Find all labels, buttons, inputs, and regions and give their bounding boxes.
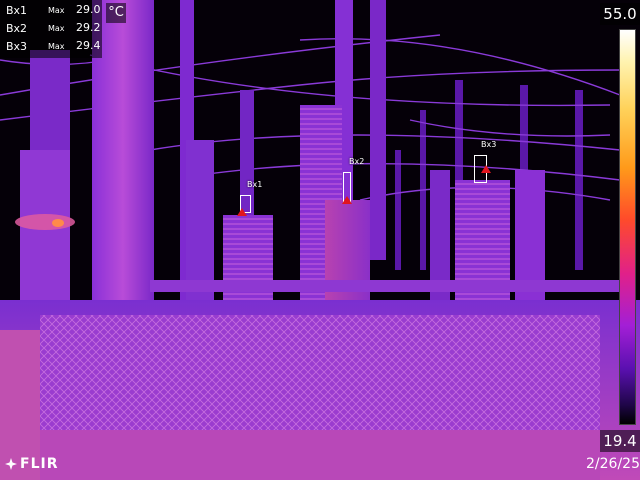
hot-spot-triangle-icon — [342, 196, 352, 204]
flir-flame-icon — [5, 458, 17, 470]
brand-text: FLIR — [20, 456, 59, 472]
readout-label: Bx1 — [6, 4, 28, 17]
readout-label: Bx2 — [6, 22, 28, 35]
readout-max-label: Max — [48, 24, 65, 33]
scale-min: 19.4 — [600, 430, 640, 452]
readout-row-bx2: Bx2 Max 29.2 — [0, 20, 102, 38]
readout-row-bx1: Bx1 Max 29.0 — [0, 2, 102, 20]
temperature-unit: °C — [106, 3, 126, 23]
readout-label: Bx3 — [6, 40, 28, 53]
hot-spot-triangle-icon — [481, 165, 491, 173]
color-scale-bar — [619, 29, 636, 425]
scale-max: 55.0 — [600, 3, 640, 25]
hot-spot-triangle-icon — [237, 208, 247, 216]
measurement-readout: Bx1 Max 29.0 Bx2 Max 29.2 Bx3 Max 29.4 — [0, 0, 102, 58]
box-label-bx1: Bx1 — [247, 180, 263, 189]
readout-row-bx3: Bx3 Max 29.4 — [0, 38, 102, 56]
timestamp: 2/26/25 — [586, 456, 640, 472]
box-label-bx2: Bx2 — [349, 157, 365, 166]
readout-max-label: Max — [48, 42, 65, 51]
box-label-bx3: Bx3 — [481, 140, 497, 149]
readout-max-label: Max — [48, 6, 65, 15]
readout-value: 29.0 — [76, 3, 101, 16]
readout-value: 29.4 — [76, 39, 101, 52]
readout-value: 29.2 — [76, 21, 101, 34]
flir-logo: FLIR — [4, 456, 58, 472]
